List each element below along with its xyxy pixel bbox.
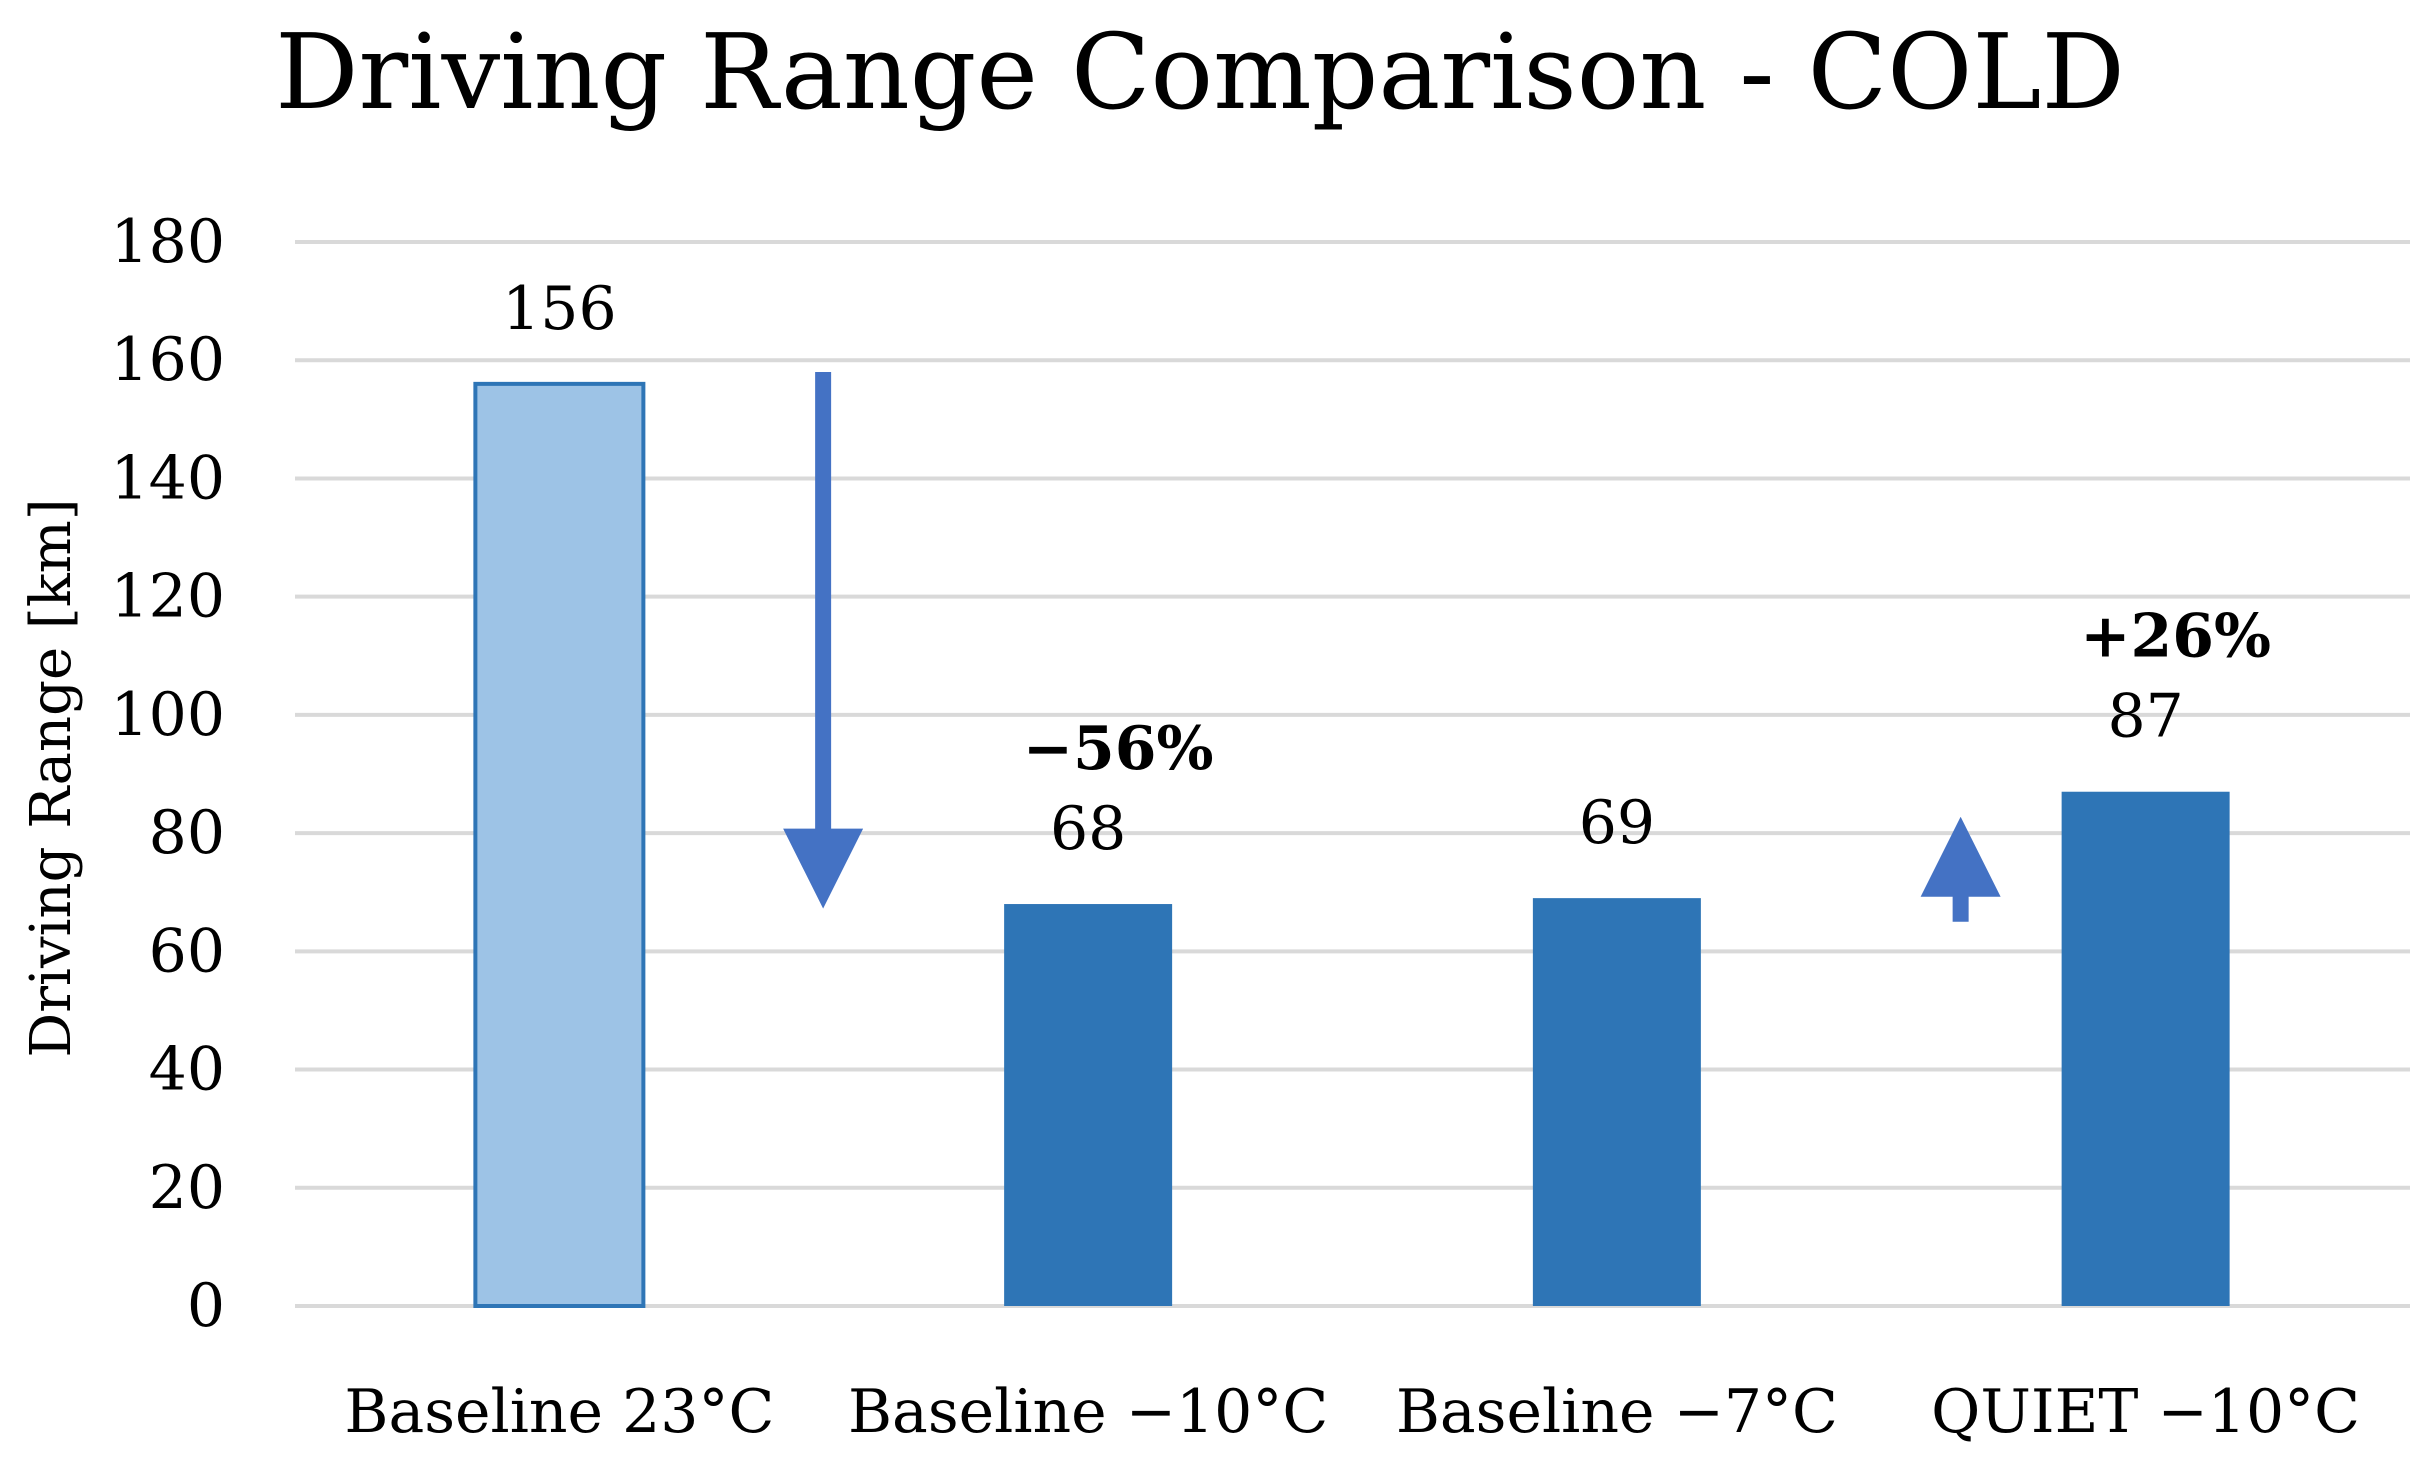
x-category-label: Baseline −10°C — [848, 1377, 1328, 1447]
y-tick-label: 160 — [110, 325, 225, 395]
bar — [1532, 898, 1701, 1306]
y-axis-ticks: 0 20 40 60 80 100 120 140 160 180 — [110, 207, 225, 1341]
y-tick-label: 40 — [149, 1035, 225, 1105]
x-category-label: QUIET −10°C — [1931, 1377, 2360, 1447]
percent-annotations: −56% +26% — [1023, 602, 2271, 784]
x-category-label: Baseline −7°C — [1396, 1377, 1838, 1447]
y-tick-label: 120 — [110, 562, 225, 632]
y-axis-title: Driving Range [km] — [19, 498, 84, 1057]
y-tick-label: 180 — [110, 207, 225, 277]
bar-value-label: 69 — [1579, 788, 1655, 858]
bars — [473, 381, 2230, 1309]
y-tick-label: 0 — [187, 1271, 225, 1341]
y-tick-label: 140 — [110, 443, 225, 513]
bar-value-labels: 156 68 69 87 — [502, 274, 2184, 864]
bar-value-label: 68 — [1050, 794, 1126, 864]
x-category-label: Baseline 23°C — [344, 1377, 774, 1447]
y-tick-label: 100 — [110, 680, 225, 750]
y-tick-label: 60 — [149, 916, 225, 986]
gridlines — [295, 240, 2410, 1308]
bar — [2061, 791, 2230, 1306]
percent-change-annotation: −56% — [1023, 714, 1214, 784]
y-tick-label: 80 — [149, 798, 225, 868]
chart-title: Driving Range Comparison - COLD — [275, 11, 2125, 133]
y-tick-label: 20 — [149, 1153, 225, 1223]
bar — [1004, 904, 1173, 1306]
change-arrows — [783, 372, 2001, 922]
percent-change-annotation: +26% — [2080, 602, 2271, 672]
bar — [473, 381, 646, 1309]
bar-value-label: 156 — [502, 274, 617, 344]
bar-value-label: 87 — [2107, 682, 2183, 752]
x-axis-categories: Baseline 23°C Baseline −10°C Baseline −7°C… — [344, 1377, 2360, 1447]
